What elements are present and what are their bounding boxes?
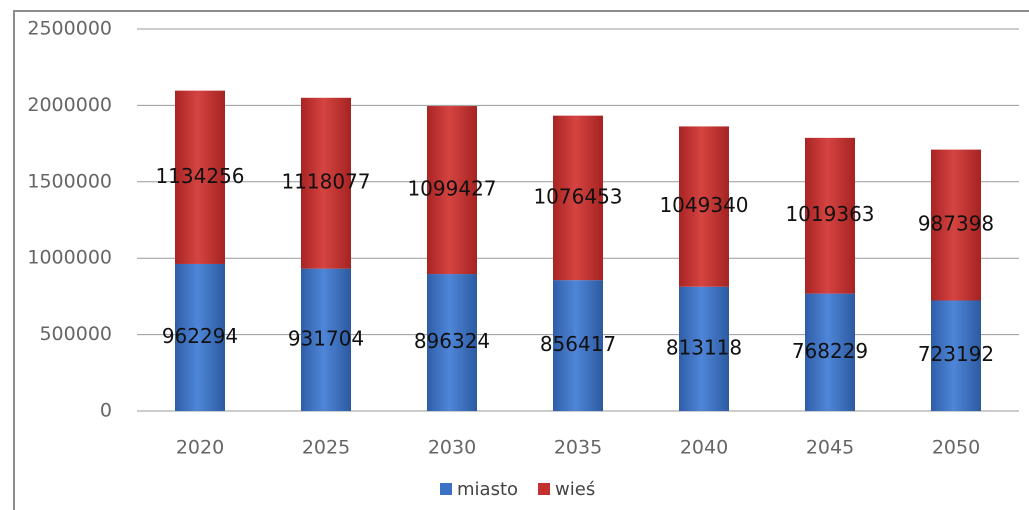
data-label: 723192 xyxy=(918,342,994,366)
legend-swatch xyxy=(440,483,452,495)
bar-segment xyxy=(805,293,855,411)
x-tick-label: 2040 xyxy=(680,437,728,459)
data-label: 987398 xyxy=(918,212,994,236)
bar-segment xyxy=(427,106,477,275)
bar-segment xyxy=(553,280,603,411)
data-label: 768229 xyxy=(792,339,868,363)
bar-segment xyxy=(679,286,729,411)
y-tick-label: 500000 xyxy=(39,323,112,345)
y-tick-label: 2500000 xyxy=(27,18,112,40)
data-label: 813118 xyxy=(666,335,742,359)
bar-segment xyxy=(427,274,477,411)
y-tick-label: 2000000 xyxy=(27,94,112,116)
bar-segment xyxy=(175,90,225,264)
legend-swatch xyxy=(538,483,551,495)
data-label: 1049340 xyxy=(659,193,748,217)
legend-label: wieś xyxy=(555,479,595,500)
data-label: 1019363 xyxy=(785,202,874,226)
data-label: 931704 xyxy=(288,326,364,350)
x-tick-label: 2050 xyxy=(932,437,980,459)
data-label: 1099427 xyxy=(407,177,496,201)
data-label: 1134256 xyxy=(155,164,244,188)
bar-segment xyxy=(301,97,351,269)
bar-segment xyxy=(805,137,855,294)
x-tick-label: 2025 xyxy=(302,437,350,459)
bar-segment xyxy=(553,115,603,281)
data-label: 962294 xyxy=(162,324,238,348)
bar-segment xyxy=(679,126,729,287)
legend-label: miasto xyxy=(457,479,518,500)
bar-segment xyxy=(175,263,225,411)
bar-segment xyxy=(931,149,981,301)
x-tick-label: 2030 xyxy=(428,437,476,459)
data-label: 1076453 xyxy=(533,184,622,208)
x-tick-label: 2045 xyxy=(806,437,854,459)
x-tick-label: 2035 xyxy=(554,437,602,459)
data-label: 896324 xyxy=(414,329,490,353)
frame xyxy=(13,10,1029,510)
y-tick-label: 0 xyxy=(100,400,112,422)
y-tick-label: 1500000 xyxy=(27,170,112,192)
bar-segment xyxy=(931,300,981,411)
y-tick-label: 1000000 xyxy=(27,247,112,269)
bar-segment xyxy=(301,268,351,411)
data-label: 1118077 xyxy=(281,170,370,194)
data-label: 856417 xyxy=(540,332,616,356)
x-tick-label: 2020 xyxy=(176,437,224,459)
